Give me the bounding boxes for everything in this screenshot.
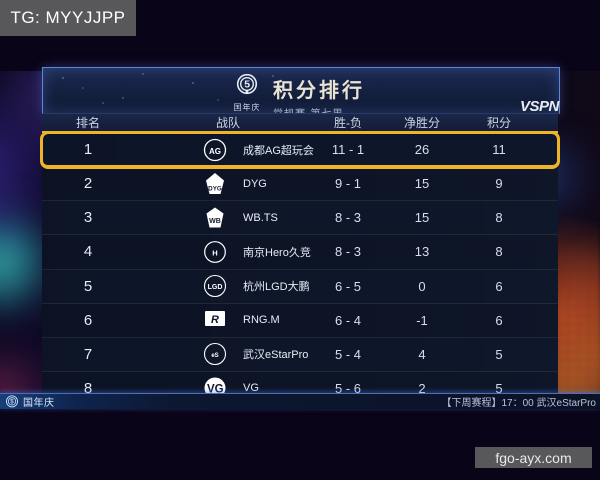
svg-text:LGD: LGD — [208, 284, 223, 291]
svg-text:5: 5 — [244, 79, 250, 91]
svg-text:DYG: DYG — [208, 185, 222, 192]
svg-text:5: 5 — [10, 398, 14, 405]
svg-text:AG: AG — [209, 147, 221, 156]
svg-text:R: R — [211, 314, 219, 326]
svg-text:eS: eS — [211, 353, 218, 359]
svg-text:WB: WB — [209, 218, 221, 225]
svg-text:H: H — [212, 248, 217, 257]
